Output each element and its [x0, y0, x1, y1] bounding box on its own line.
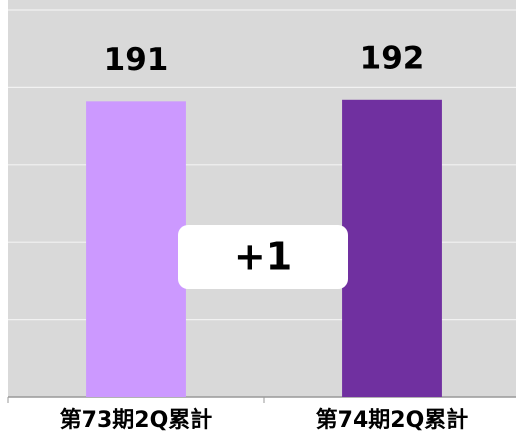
- annotation: +1: [234, 235, 292, 279]
- value-label: 191: [104, 42, 169, 78]
- x-tick-label: 第74期2Q累計: [316, 407, 469, 433]
- annotation-box: [178, 225, 348, 289]
- x-tick-label: 第73期2Q累計: [60, 407, 213, 433]
- bar: [86, 101, 186, 397]
- bar: [342, 99, 442, 397]
- value-label: 192: [360, 40, 425, 76]
